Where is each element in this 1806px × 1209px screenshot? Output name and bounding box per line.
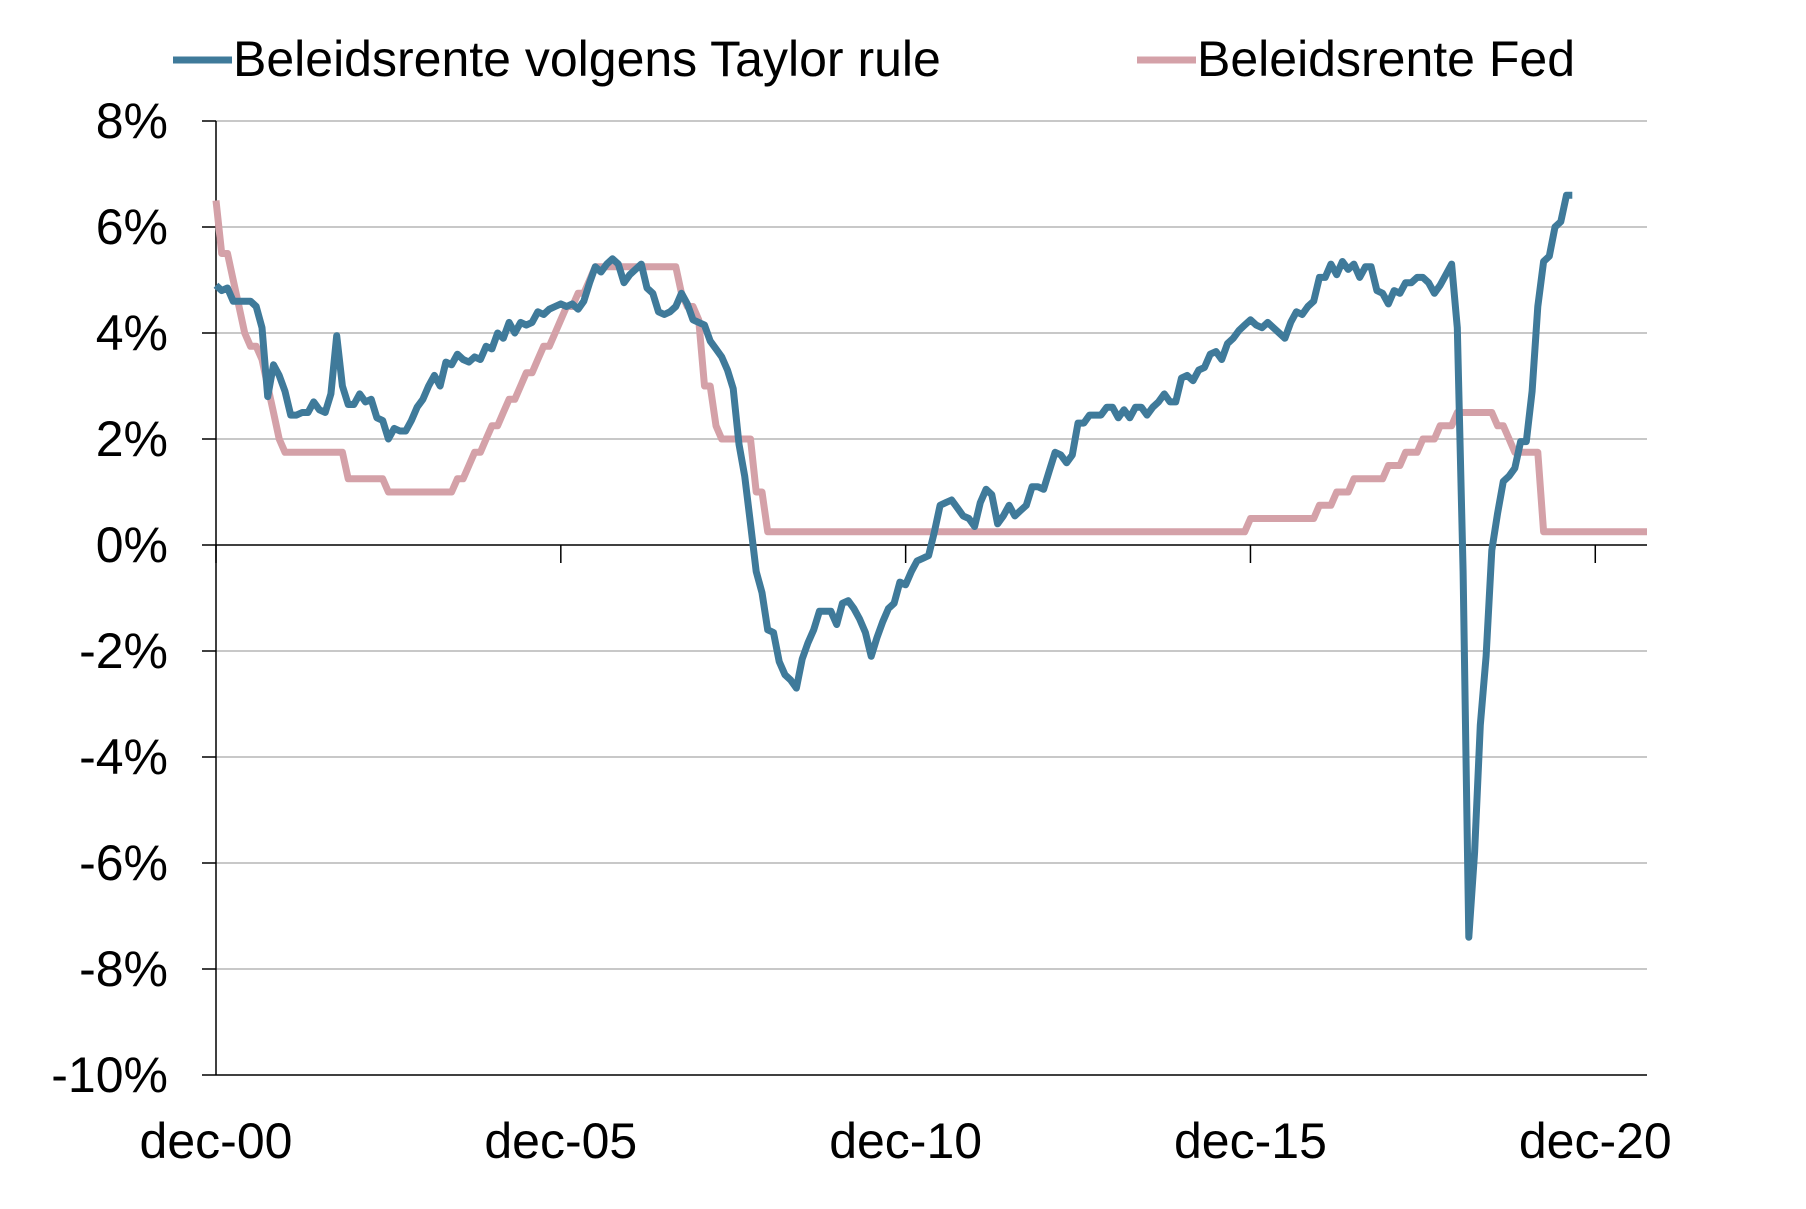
legend-item-fed-rate: Beleidsrente Fed xyxy=(1197,31,1575,87)
x-tick-label: dec-15 xyxy=(1174,1113,1327,1169)
y-tick-label: -8% xyxy=(79,941,168,997)
x-tick-label: dec-00 xyxy=(140,1113,293,1169)
series-line-fed-rate xyxy=(212,200,1647,536)
axes: 8% 6% 4% 2% 0% -2% -4% -6% -8% -10% dec-00 dec-05 de… xyxy=(51,93,1671,1169)
y-tick-label: 0% xyxy=(96,517,168,573)
legend-item-taylor-rule: Beleidsrente volgens Taylor rule xyxy=(233,31,941,87)
x-tick-label: dec-10 xyxy=(829,1113,982,1169)
x-tick-label: dec-20 xyxy=(1519,1113,1672,1169)
series-line-taylor-rule xyxy=(213,191,1573,941)
y-tick-label: 2% xyxy=(96,411,168,467)
y-tick-label: -6% xyxy=(79,835,168,891)
y-tick-label: -2% xyxy=(79,623,168,679)
y-tick-label: -4% xyxy=(79,729,168,785)
y-tick-label: 4% xyxy=(96,305,168,361)
y-tick-label: -10% xyxy=(51,1047,168,1103)
y-tick-label: 8% xyxy=(96,93,168,149)
legend: Beleidsrente volgens Taylor rule Beleidsr… xyxy=(173,31,1575,87)
y-tick-label: 6% xyxy=(96,199,168,255)
series-lines xyxy=(212,191,1647,941)
grid xyxy=(216,120,1647,970)
x-tick-label: dec-05 xyxy=(484,1113,637,1169)
